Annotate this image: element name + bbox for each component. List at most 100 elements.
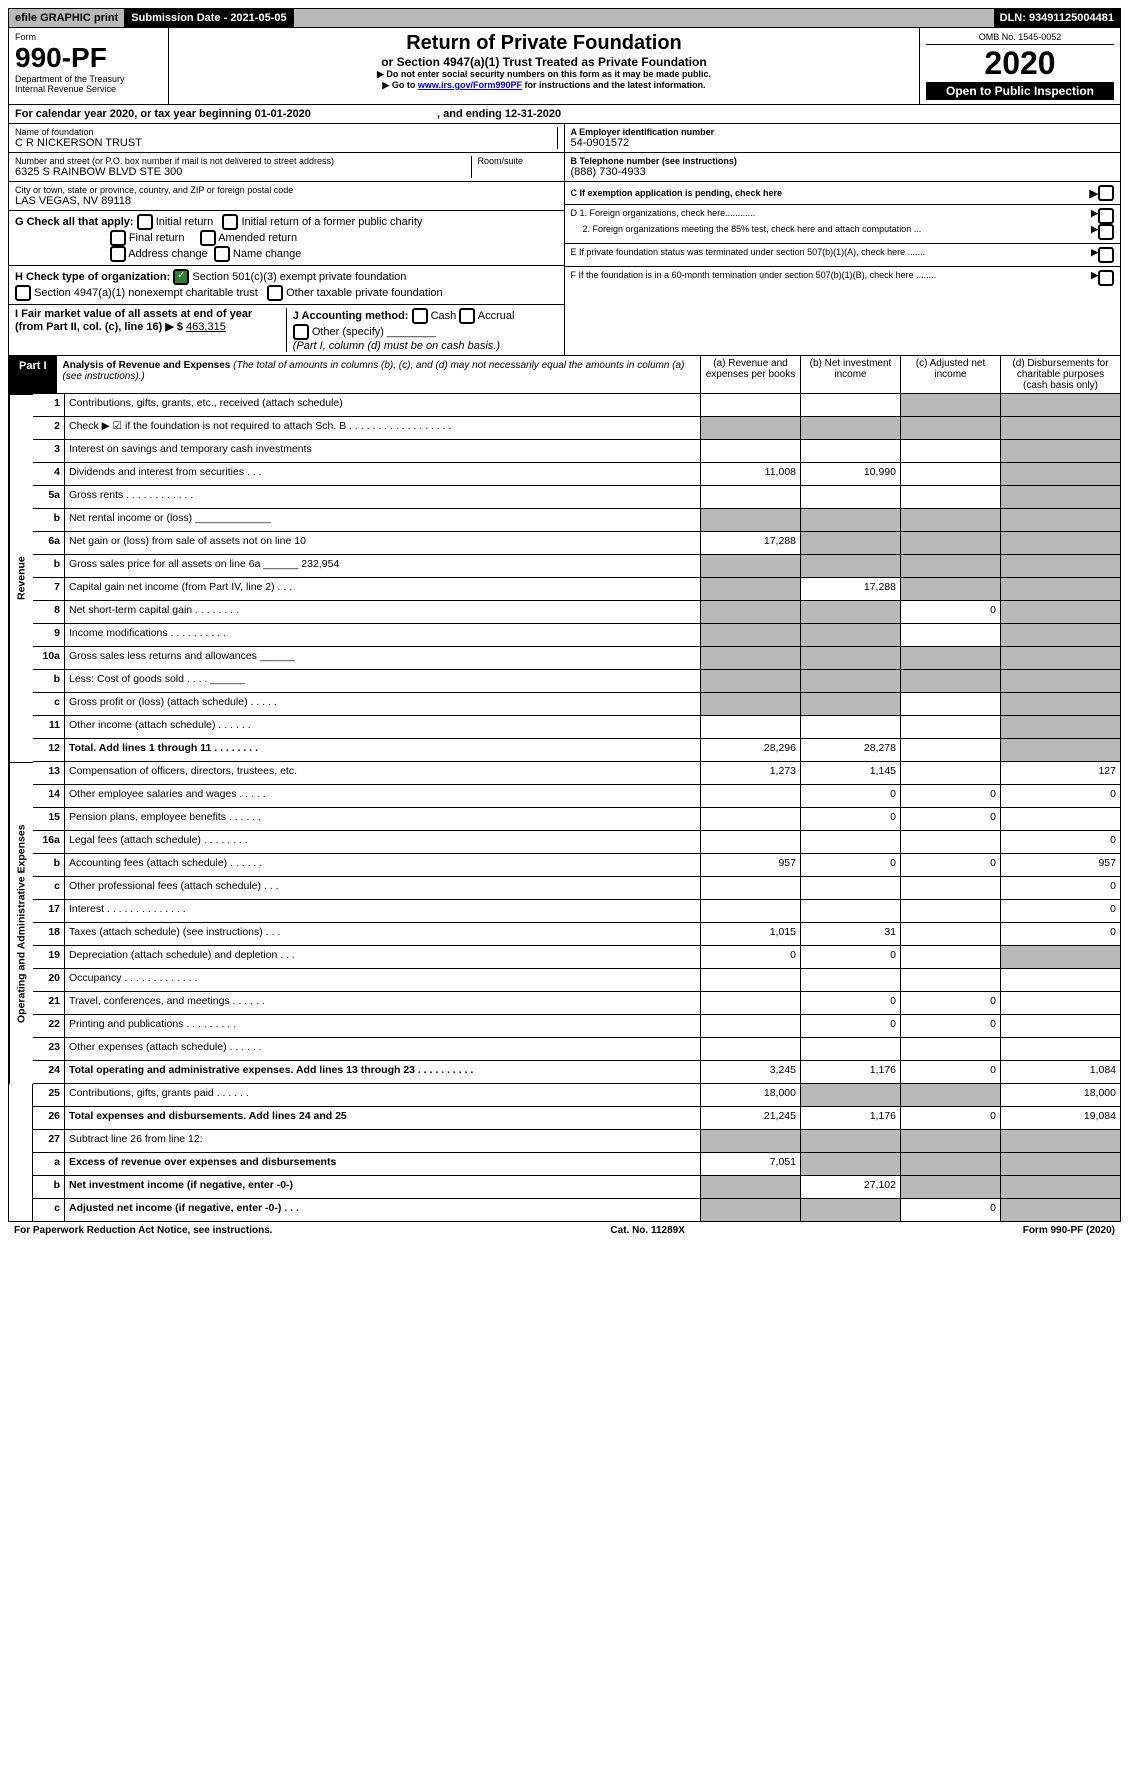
fmv-value: 463,315	[186, 321, 226, 333]
submission-date: Submission Date - 2021-05-05	[125, 9, 293, 27]
row-19-col-a: 0	[701, 946, 801, 969]
dept-line2: Internal Revenue Service	[15, 84, 162, 94]
page-footer: For Paperwork Reduction Act Notice, see …	[8, 1222, 1121, 1239]
row-18-col-c	[901, 923, 1001, 946]
checkbox-accrual[interactable]	[459, 308, 475, 324]
checkbox-e[interactable]	[1098, 247, 1114, 263]
form-title: Return of Private Foundation	[175, 32, 913, 55]
row-num-19: 19	[33, 946, 65, 969]
row-num-1: 1	[33, 394, 65, 417]
inspection-label: Open to Public Inspection	[926, 82, 1114, 100]
checkbox-initial-former[interactable]	[222, 214, 238, 230]
row-c-col-c: 0	[901, 1199, 1001, 1222]
checkbox-d1[interactable]	[1098, 208, 1114, 224]
row-num-11: 11	[33, 716, 65, 739]
row-num-26: 26	[33, 1107, 65, 1130]
checkbox-cash[interactable]	[412, 308, 428, 324]
row-8-col-c: 0	[901, 601, 1001, 624]
row-4-col-a: 11,008	[701, 463, 801, 486]
checkbox-501c3[interactable]: ✓	[173, 269, 189, 285]
row-24-col-a: 3,245	[701, 1061, 801, 1084]
col-a-header: (a) Revenue and expenses per books	[700, 356, 800, 393]
row-num-27: 27	[33, 1130, 65, 1153]
row-17-col-b	[801, 900, 901, 923]
row-num-18: 18	[33, 923, 65, 946]
row-b-col-c	[901, 509, 1001, 532]
row-8-col-a	[701, 601, 801, 624]
row-num-14: 14	[33, 785, 65, 808]
row-12-col-c	[901, 739, 1001, 762]
row-desc-b: Gross sales price for all assets on line…	[65, 555, 701, 578]
row-num-b: b	[33, 509, 65, 532]
row-num-3: 3	[33, 440, 65, 463]
row-num-8: 8	[33, 601, 65, 624]
row-b-col-b	[801, 670, 901, 693]
section-d1: D 1. Foreign organizations, check here..…	[571, 208, 1092, 224]
row-22-col-c: 0	[901, 1015, 1001, 1038]
row-10a-col-b	[801, 647, 901, 670]
row-num-22: 22	[33, 1015, 65, 1038]
row-desc-b: Net investment income (if negative, ente…	[65, 1176, 701, 1199]
row-8-col-b	[801, 601, 901, 624]
row-b-col-a	[701, 555, 801, 578]
row-desc-10a: Gross sales less returns and allowances …	[65, 647, 701, 670]
row-9-col-b	[801, 624, 901, 647]
checkbox-initial[interactable]	[137, 214, 153, 230]
row-11-col-c	[901, 716, 1001, 739]
row-19-col-d	[1001, 946, 1121, 969]
checkbox-amended[interactable]	[200, 230, 216, 246]
row-1-col-b	[801, 394, 901, 417]
footer-mid: Cat. No. 11289X	[610, 1225, 684, 1236]
checkbox-name-change[interactable]	[214, 246, 230, 262]
row-10a-col-c	[901, 647, 1001, 670]
row-desc-c: Other professional fees (attach schedule…	[65, 877, 701, 900]
irs-link[interactable]: www.irs.gov/Form990PF	[418, 80, 522, 90]
row-20-col-b	[801, 969, 901, 992]
checkbox-d2[interactable]	[1098, 224, 1114, 240]
row-desc-7: Capital gain net income (from Part IV, l…	[65, 578, 701, 601]
part1-title: Analysis of Revenue and Expenses	[63, 360, 231, 371]
checkbox-final[interactable]	[110, 230, 126, 246]
row-desc-18: Taxes (attach schedule) (see instruction…	[65, 923, 701, 946]
checkbox-4947[interactable]	[15, 285, 31, 301]
row-5a-col-b	[801, 486, 901, 509]
row-desc-16a: Legal fees (attach schedule) . . . . . .…	[65, 831, 701, 854]
row-a-col-c	[901, 1153, 1001, 1176]
checkbox-addr-change[interactable]	[110, 246, 126, 262]
tax-year: 2020	[926, 45, 1114, 82]
row-14-col-c: 0	[901, 785, 1001, 808]
row-num-20: 20	[33, 969, 65, 992]
address: 6325 S RAINBOW BLVD STE 300	[15, 166, 465, 178]
row-c-col-c	[901, 877, 1001, 900]
row-b-col-c	[901, 1176, 1001, 1199]
row-b-col-c	[901, 670, 1001, 693]
checkbox-other-tax[interactable]	[267, 285, 283, 301]
row-25-col-a: 18,000	[701, 1084, 801, 1107]
row-num-13: 13	[33, 762, 65, 785]
row-24-col-d: 1,084	[1001, 1061, 1121, 1084]
row-3-col-b	[801, 440, 901, 463]
row-22-col-b: 0	[801, 1015, 901, 1038]
row-desc-24: Total operating and administrative expen…	[65, 1061, 701, 1084]
checkbox-c[interactable]	[1098, 185, 1114, 201]
row-13-col-a: 1,273	[701, 762, 801, 785]
row-6a-col-a: 17,288	[701, 532, 801, 555]
row-26-col-c: 0	[901, 1107, 1001, 1130]
row-desc-25: Contributions, gifts, grants paid . . . …	[65, 1084, 701, 1107]
top-bar: efile GRAPHIC print Submission Date - 20…	[8, 8, 1121, 28]
row-num-5a: 5a	[33, 486, 65, 509]
row-b-col-a	[701, 670, 801, 693]
ein-label: A Employer identification number	[571, 127, 1115, 137]
row-5a-col-d	[1001, 486, 1121, 509]
row-23-col-d	[1001, 1038, 1121, 1061]
row-num-4: 4	[33, 463, 65, 486]
row-4-col-d	[1001, 463, 1121, 486]
row-desc-4: Dividends and interest from securities .…	[65, 463, 701, 486]
row-6a-col-c	[901, 532, 1001, 555]
checkbox-f[interactable]	[1098, 270, 1114, 286]
row-b-col-c: 0	[901, 854, 1001, 877]
part1-table: Revenue1Contributions, gifts, grants, et…	[8, 394, 1121, 1222]
row-desc-23: Other expenses (attach schedule) . . . .…	[65, 1038, 701, 1061]
checkbox-other-method[interactable]	[293, 324, 309, 340]
row-12-col-b: 28,278	[801, 739, 901, 762]
